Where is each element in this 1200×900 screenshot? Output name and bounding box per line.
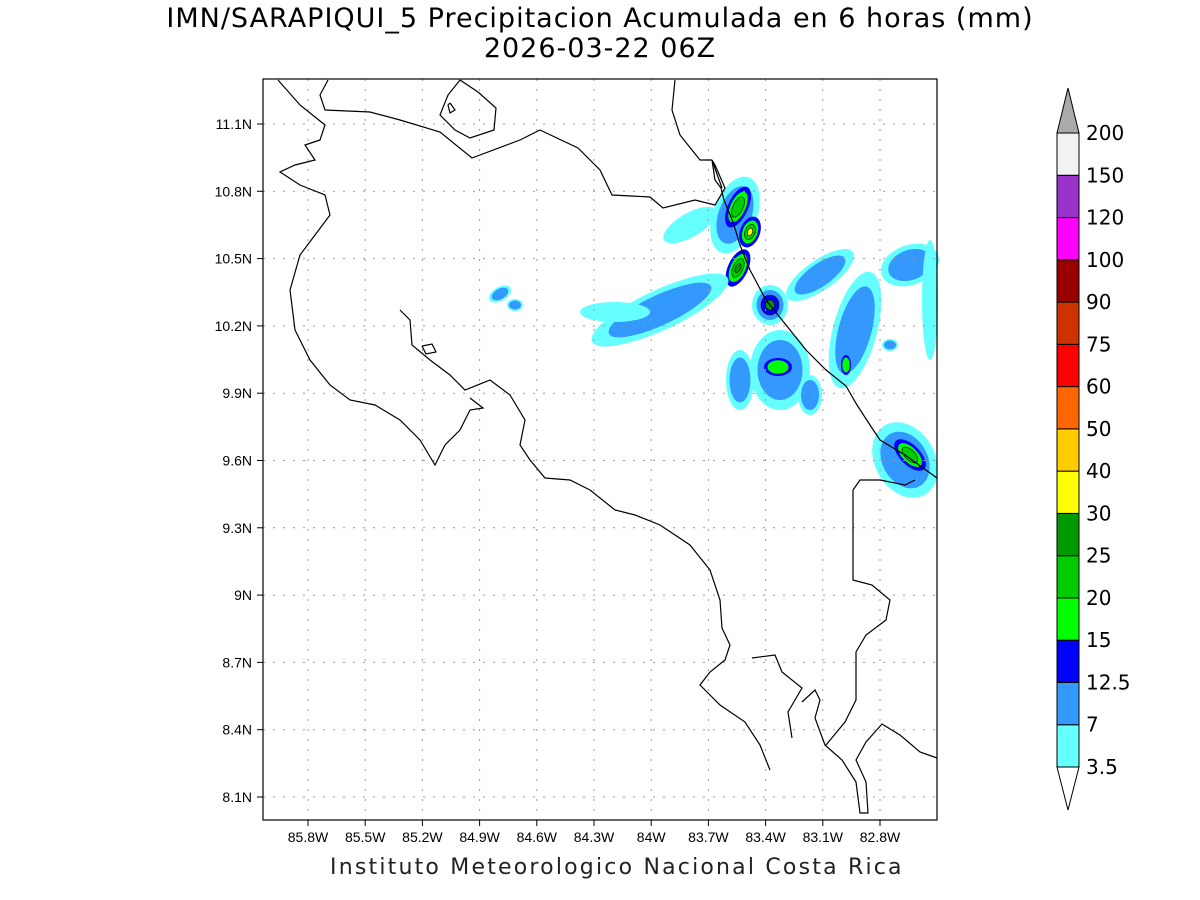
colorbar-swatch xyxy=(1056,259,1080,303)
colorbar-swatch xyxy=(1056,301,1080,345)
lat-tick-label: 10.8N xyxy=(215,183,252,199)
colorbar-swatch xyxy=(1056,428,1080,472)
colorbar-label: 90 xyxy=(1086,290,1111,314)
precip-contour xyxy=(509,300,521,310)
colorbar-swatch xyxy=(1056,174,1080,219)
precip-contour xyxy=(746,227,754,237)
colorbar-swatch xyxy=(1056,597,1080,641)
colorbar-swatch xyxy=(1056,681,1080,726)
longitude-ticks: 85.8W 85.5W 85.2W 84.9W 84.6W 84.3W 84W 83.7W 83… xyxy=(288,820,901,845)
lat-tick-label: 9.6N xyxy=(222,453,252,469)
map-subtitle: 2026-03-22 06Z xyxy=(483,33,717,64)
lon-tick-label: 83.4W xyxy=(745,829,786,845)
precip-contour xyxy=(608,282,712,338)
map-title: IMN/SARAPIQUI_5 Precipitacion Acumulada … xyxy=(166,3,1034,34)
colorbar-label: 3.5 xyxy=(1086,755,1118,779)
colorbar-legend: 3.5 7 12.5 15 20 25 30 40 50 60 75 90 100 120 150 200 xyxy=(1056,87,1131,811)
colorbar-swatch xyxy=(1056,512,1080,557)
grid-lines xyxy=(263,79,937,820)
precip-contour xyxy=(901,446,919,464)
lat-tick-label: 8.1N xyxy=(222,789,252,805)
precip-contour xyxy=(888,248,932,282)
lat-tick-label: 10.2N xyxy=(215,318,252,334)
colorbar-over-arrow xyxy=(1056,87,1080,134)
colorbar-swatch xyxy=(1056,470,1080,514)
colorbar-label: 120 xyxy=(1086,206,1124,230)
colorbar-label: 30 xyxy=(1086,501,1111,525)
lon-tick-label: 85.2W xyxy=(402,829,443,845)
precip-contour xyxy=(580,302,650,322)
colorbar-swatch xyxy=(1056,639,1080,683)
lon-tick-label: 84.9W xyxy=(459,829,500,845)
lon-tick-label: 82.8W xyxy=(860,829,901,845)
colorbar-label: 7 xyxy=(1086,713,1099,737)
precip-contour xyxy=(767,360,789,374)
lon-tick-label: 84.3W xyxy=(574,829,615,845)
colorbar-label: 20 xyxy=(1086,586,1111,610)
lon-tick-label: 85.5W xyxy=(345,829,386,845)
lon-tick-label: 83.1W xyxy=(803,829,844,845)
lat-tick-label: 9.9N xyxy=(222,385,252,401)
colorbar-label: 100 xyxy=(1086,248,1124,272)
map-frame xyxy=(262,78,938,821)
lat-tick-label: 8.7N xyxy=(222,654,252,670)
colorbar-swatch xyxy=(1056,343,1080,388)
colorbar-label: 15 xyxy=(1086,628,1111,652)
colorbar-label: 40 xyxy=(1086,459,1111,483)
colorbar-under-arrow xyxy=(1056,766,1080,811)
colorbar-label: 200 xyxy=(1086,121,1124,145)
precipitation-field xyxy=(489,176,940,498)
lat-tick-label: 11.1N xyxy=(216,116,252,132)
colorbar-swatch xyxy=(1056,386,1080,430)
coastlines xyxy=(277,79,938,814)
colorbar-label: 12.5 xyxy=(1086,670,1131,694)
lat-tick-label: 9N xyxy=(234,587,252,603)
precip-contour xyxy=(801,380,819,410)
footer-credit: Instituto Meteorologico Nacional Costa R… xyxy=(330,855,904,880)
lon-tick-label: 84.6W xyxy=(517,829,558,845)
colorbar-swatch xyxy=(1056,132,1080,176)
lon-tick-label: 85.8W xyxy=(288,829,329,845)
precip-contour xyxy=(731,196,745,218)
lon-tick-label: 83.7W xyxy=(688,829,729,845)
lat-tick-label: 8.4N xyxy=(222,722,252,738)
colorbar-label: 75 xyxy=(1086,332,1111,356)
precip-contour xyxy=(729,357,751,403)
colorbar-label: 150 xyxy=(1086,163,1124,187)
precip-contour xyxy=(794,255,846,295)
colorbar-label: 25 xyxy=(1086,544,1111,568)
precip-contour xyxy=(491,287,509,301)
precip-contour xyxy=(835,286,875,374)
precip-contour xyxy=(663,206,717,244)
colorbar-label: 50 xyxy=(1086,417,1111,441)
colorbar-label: 60 xyxy=(1086,375,1111,399)
colorbar-swatch xyxy=(1056,724,1080,768)
precip-contour xyxy=(884,340,896,350)
colorbar-swatch xyxy=(1056,217,1080,261)
lat-tick-label: 10.5N xyxy=(215,251,252,267)
lat-tick-label: 9.3N xyxy=(222,520,252,536)
precip-contour xyxy=(734,263,742,273)
lon-tick-label: 84W xyxy=(637,829,667,845)
precip-contour xyxy=(842,357,850,373)
latitude-ticks: 11.1N 10.8N 10.5N 10.2N 9.9N 9.6N 9.3N 9N 8.7N 8.… xyxy=(215,116,263,805)
colorbar-swatch xyxy=(1056,555,1080,599)
precip-contour xyxy=(922,240,938,360)
